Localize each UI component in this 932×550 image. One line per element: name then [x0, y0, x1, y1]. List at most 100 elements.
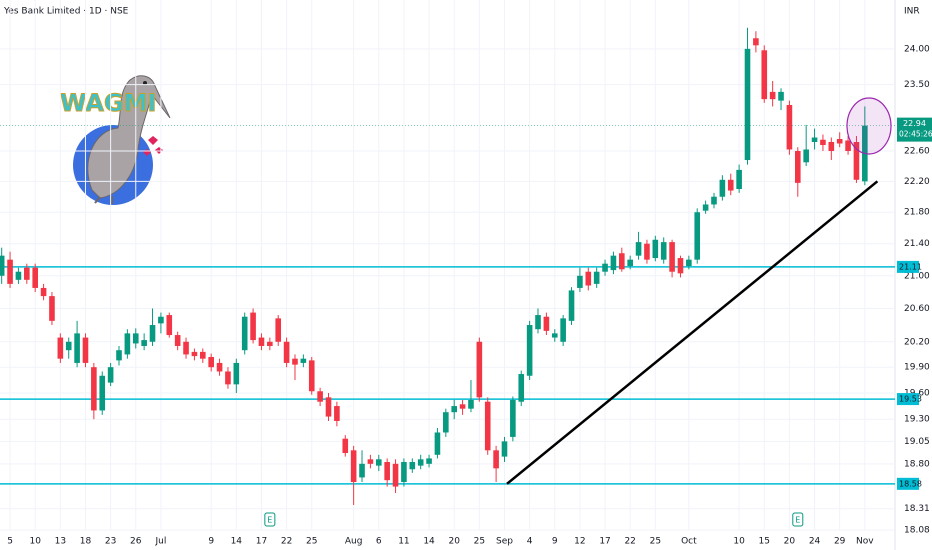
x-tick-label: 25: [306, 537, 317, 547]
highlight-circle: [846, 97, 892, 155]
candle-body: [602, 263, 608, 272]
candle-body: [283, 341, 290, 363]
candle-body: [409, 462, 416, 470]
candle-body: [267, 341, 273, 346]
candle-body: [736, 169, 742, 190]
x-tick-label: 20: [784, 537, 796, 547]
candle-body: [593, 271, 600, 284]
x-tick-label: 13: [55, 537, 66, 547]
x-tick-label: 5: [7, 537, 13, 547]
y-tick-label: 23.50: [904, 80, 930, 90]
x-tick-label: Jul: [154, 537, 166, 547]
price-tag: [897, 117, 932, 142]
candle-body: [225, 371, 231, 385]
y-tick-label: 21.40: [904, 239, 930, 249]
candle-body: [510, 399, 516, 437]
candle-body: [107, 367, 114, 383]
candle-body: [250, 312, 256, 341]
candle-body: [359, 463, 365, 478]
candle-body: [468, 399, 474, 409]
x-tick-label: 10: [733, 537, 745, 547]
y-tick-label: 22.60: [904, 146, 930, 156]
chart-title: Yes Bank Limited · 1D · NSE: [3, 7, 129, 17]
currency-label: INR: [904, 7, 920, 17]
candle-body: [711, 196, 717, 205]
event-label: E: [795, 516, 800, 525]
logo-legs: [94, 196, 113, 204]
candle-body: [820, 139, 826, 145]
candle-body: [619, 253, 625, 270]
x-tick-label: 20: [448, 537, 460, 547]
x-tick-label: 14: [423, 537, 435, 547]
event-label: E: [267, 516, 272, 525]
candle-body: [91, 367, 97, 411]
candle-body: [99, 375, 106, 411]
candle-body: [694, 212, 701, 260]
candle-body: [74, 333, 80, 363]
candle-body: [350, 450, 357, 482]
candle-body: [141, 340, 147, 346]
level-label: 18.58: [899, 479, 922, 488]
candle-body: [434, 432, 441, 455]
level-tag: [897, 477, 919, 490]
y-tick-label: 24.00: [904, 44, 930, 54]
candle-body: [669, 242, 675, 272]
candle-body: [459, 404, 466, 409]
candle-body: [727, 179, 734, 191]
candle-body: [417, 459, 424, 466]
candle-body: [392, 463, 399, 487]
x-tick-label: Aug: [345, 537, 363, 547]
x-tick-label: 22: [624, 537, 635, 547]
candle-body: [24, 267, 30, 280]
candle-body: [40, 287, 47, 297]
candle-body: [794, 150, 801, 183]
candle-body: [300, 358, 307, 363]
logo-text: WAGMI: [60, 89, 156, 117]
candle-body: [65, 341, 72, 351]
logo-eye: [143, 81, 147, 85]
candle-body: [208, 356, 214, 368]
x-tick-label: 4: [527, 537, 533, 547]
candle-body: [451, 406, 458, 413]
candle-body: [191, 351, 198, 357]
candle-body: [610, 255, 617, 271]
candle-body: [149, 325, 156, 342]
candle-body: [828, 141, 835, 151]
level-tag: [897, 393, 919, 406]
x-tick-label: 17: [599, 537, 610, 547]
candle-body: [367, 459, 374, 464]
candle-body: [761, 50, 768, 100]
y-tick-label: 20.60: [904, 304, 930, 314]
candle-body: [560, 318, 566, 342]
candle-body: [577, 275, 583, 288]
candle-body: [317, 391, 323, 402]
candle-body: [551, 333, 558, 338]
candle-body: [49, 296, 55, 321]
candle-body: [686, 259, 692, 267]
candle-body: [660, 242, 667, 260]
candle-body: [677, 258, 684, 274]
candle-body: [233, 362, 240, 385]
candle-body: [476, 341, 483, 398]
candle-body: [585, 271, 592, 286]
candle-body: [124, 333, 131, 355]
candle-body: [778, 91, 784, 101]
candle-body: [0, 255, 5, 276]
candle-body: [652, 239, 659, 259]
candle-body: [199, 351, 206, 359]
x-tick-label: 18: [80, 537, 92, 547]
candle-body: [334, 406, 340, 421]
y-tick-label: 22.20: [904, 177, 930, 187]
candle-body: [375, 459, 382, 466]
candle-body: [635, 242, 642, 256]
x-tick-label: 9: [208, 537, 214, 547]
x-tick-label: 14: [231, 537, 243, 547]
y-tick-label: 21.00: [904, 271, 930, 281]
logo-bird: [87, 75, 171, 199]
y-tick-label: 19.90: [904, 363, 930, 373]
candle-body: [384, 462, 390, 481]
candle-body: [518, 374, 525, 402]
y-tick-label: 19.05: [904, 437, 930, 447]
candle-body: [493, 450, 499, 469]
